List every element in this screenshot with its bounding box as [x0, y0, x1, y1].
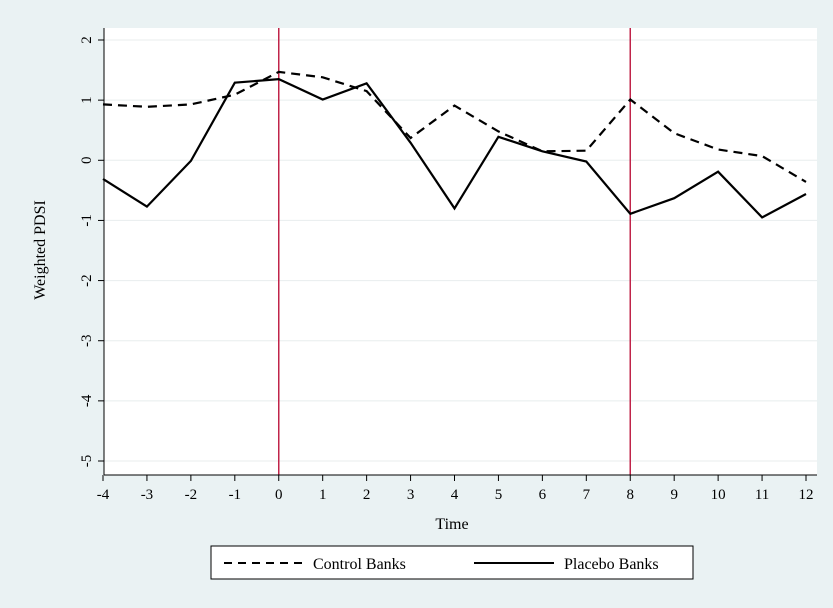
y-tick-label: -4	[79, 394, 95, 407]
x-tick-label: -4	[97, 487, 110, 503]
y-tick-label: -1	[79, 214, 95, 227]
x-tick-labels: -4 -3 -2 -1 0 1 2 3 4 5 6 7 8 9 10 11 12	[97, 487, 814, 503]
y-axis-title: Weighted PDSI	[32, 200, 49, 300]
y-tick-label: 0	[79, 157, 95, 165]
x-tick-label: 5	[495, 487, 503, 503]
x-tick-label: 8	[627, 487, 635, 503]
y-tick-labels: -5 -4 -3 -2 -1 0 1 2	[79, 36, 95, 467]
x-tick-label: 10	[711, 487, 726, 503]
y-tick-label: 1	[79, 96, 95, 104]
y-tick-label: 2	[79, 36, 95, 44]
y-tick-label: -3	[79, 334, 95, 347]
gridlines	[104, 39, 817, 462]
x-tick-label: 0	[275, 487, 283, 503]
legend-box	[210, 545, 694, 580]
x-tick-label: -3	[141, 487, 154, 503]
x-tick-label: -2	[185, 487, 198, 503]
reference-lines	[278, 28, 631, 475]
legend-label-placebo-banks: Placebo Banks	[564, 556, 659, 573]
legend: Control Banks Placebo Banks	[210, 545, 694, 580]
plot-area	[104, 28, 817, 475]
legend-label-control-banks: Control Banks	[313, 556, 406, 573]
x-tick-label: 2	[363, 487, 371, 503]
series-lines	[102, 70, 807, 219]
x-tick-label: 9	[670, 487, 678, 503]
x-tick-label: 3	[407, 487, 415, 503]
x-axis-title: Time	[435, 516, 468, 533]
y-tick-label: -2	[79, 274, 95, 287]
y-tick-label: -5	[79, 455, 95, 468]
x-tick-label: 4	[451, 487, 459, 503]
axes	[98, 28, 817, 481]
x-tick-label: -1	[229, 487, 242, 503]
x-tick-label: 1	[319, 487, 327, 503]
series-line-control-banks	[102, 70, 807, 183]
x-tick-label: 7	[583, 487, 591, 503]
x-tick-label: 6	[539, 487, 547, 503]
x-tick-label: 11	[755, 487, 769, 503]
x-tick-label: 12	[799, 487, 814, 503]
series-line-placebo-banks	[102, 77, 807, 219]
